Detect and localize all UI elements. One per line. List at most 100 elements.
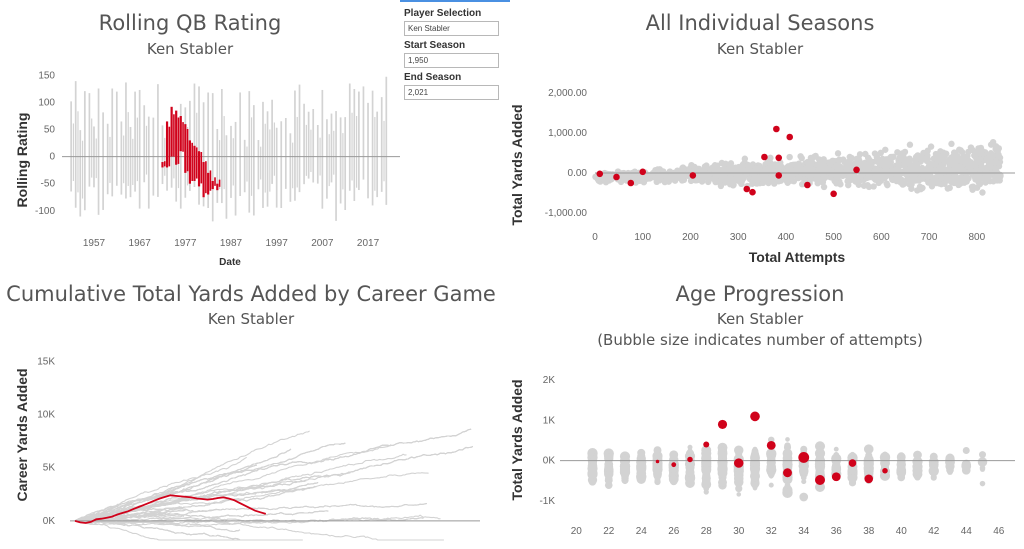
background-bubble	[979, 466, 986, 472]
rolling-qb-rating-chart: 150 100 50 0 -50 -100 1957 1967 1977 1987 1997 200…	[14, 70, 400, 268]
x-tick-label: 1957	[83, 238, 106, 249]
background-bubble	[701, 445, 712, 456]
background-bubble	[947, 463, 953, 469]
y-tick-label: 50	[44, 125, 56, 136]
y-tick-label: 1K	[543, 415, 556, 426]
end-season-input[interactable]	[404, 85, 499, 100]
background-point	[883, 166, 890, 174]
background-bubble	[833, 446, 839, 452]
background-line	[74, 481, 319, 522]
background-bubble	[718, 450, 727, 459]
background-point	[963, 157, 971, 165]
background-point	[926, 161, 934, 168]
background-point	[983, 156, 991, 163]
background-bubble	[768, 471, 775, 477]
background-bubble	[864, 460, 874, 470]
chart2-title: All Individual Seasons	[645, 11, 875, 35]
x-tick-label: 34	[798, 526, 810, 537]
highlight-bubble	[766, 440, 776, 450]
x-tick-label: 26	[668, 526, 680, 537]
background-point	[889, 176, 897, 184]
background-point	[603, 172, 610, 179]
background-point	[834, 150, 842, 157]
background-line	[74, 442, 346, 522]
background-point	[720, 165, 728, 173]
background-bubble	[882, 474, 888, 480]
chart2-y-ticks: 2,000.00 1,000.00 0.00 -1,000.00	[545, 88, 588, 219]
background-bubble	[638, 464, 645, 471]
background-bubble	[752, 485, 758, 491]
start-season-input[interactable]	[404, 53, 499, 68]
background-point	[924, 173, 931, 181]
x-tick-label: 300	[730, 232, 747, 243]
x-tick-label: 600	[873, 232, 890, 243]
background-point	[864, 154, 872, 161]
background-bubble	[801, 474, 807, 481]
y-tick-label: -100	[35, 206, 55, 217]
chart3-title: Cumulative Total Yards Added by Career G…	[6, 282, 496, 306]
background-bubble	[912, 465, 923, 476]
background-bubble	[866, 458, 872, 464]
background-bubble	[881, 460, 889, 468]
chart2-x-axis-label: Total Attempts	[749, 249, 846, 265]
background-point	[959, 157, 966, 165]
chart1-background-bars	[70, 76, 388, 222]
background-point	[949, 167, 956, 174]
background-bubble	[816, 456, 824, 463]
background-bubble	[606, 468, 611, 473]
background-point	[665, 178, 672, 185]
background-bubble	[620, 471, 630, 480]
age-progression-chart: 2K 1K 0K -1K 20 22 24 26 28 30 32 34 36 38 40 42 44 46 T…	[509, 375, 1015, 537]
background-point	[845, 181, 852, 189]
background-bubble	[799, 492, 809, 502]
x-tick-label: 22	[603, 526, 615, 537]
background-bubble	[702, 472, 710, 480]
background-bubble	[815, 482, 825, 493]
x-tick-label: 400	[778, 232, 795, 243]
chart4-y-ticks: 2K 1K 0K -1K	[539, 375, 555, 507]
background-point	[778, 163, 785, 170]
background-bubble	[767, 448, 775, 456]
background-point	[986, 171, 994, 178]
background-bubble	[720, 447, 725, 453]
background-bubble	[799, 465, 809, 476]
background-point	[864, 182, 871, 189]
highlight-point	[749, 188, 756, 196]
highlight-bubble	[783, 468, 792, 478]
background-point	[843, 166, 850, 174]
y-tick-label: 2K	[543, 375, 556, 386]
background-point	[909, 162, 917, 170]
highlight-point	[804, 181, 811, 189]
highlight-point	[639, 168, 647, 176]
background-point	[917, 185, 925, 193]
highlight-bubble	[734, 458, 744, 468]
background-point	[800, 170, 808, 177]
background-point	[916, 165, 924, 172]
background-point	[895, 161, 902, 169]
background-bubble	[589, 465, 596, 473]
background-bubble	[833, 452, 840, 459]
x-tick-label: 1997	[266, 238, 289, 249]
chart3-background-lines	[74, 428, 474, 541]
background-point	[987, 141, 995, 148]
background-point	[853, 178, 860, 185]
background-bubble	[734, 472, 743, 481]
background-point	[808, 156, 815, 164]
chart4-subtitle: Ken Stabler	[716, 310, 804, 328]
background-bubble	[652, 464, 663, 475]
background-point	[701, 169, 709, 176]
x-tick-label: 100	[634, 232, 651, 243]
x-tick-label: 36	[831, 526, 843, 537]
background-point	[911, 157, 919, 164]
y-tick-label: -1,000.00	[545, 208, 588, 219]
highlight-bubble	[798, 452, 810, 463]
background-point	[894, 149, 901, 156]
highlight-point	[775, 172, 783, 179]
background-point	[741, 155, 749, 162]
background-point	[940, 149, 947, 156]
background-point	[709, 164, 716, 171]
background-bubble	[717, 464, 728, 475]
player-selection-input[interactable]	[404, 21, 499, 36]
chart3-highlight-line	[74, 494, 267, 524]
background-line	[74, 511, 171, 522]
